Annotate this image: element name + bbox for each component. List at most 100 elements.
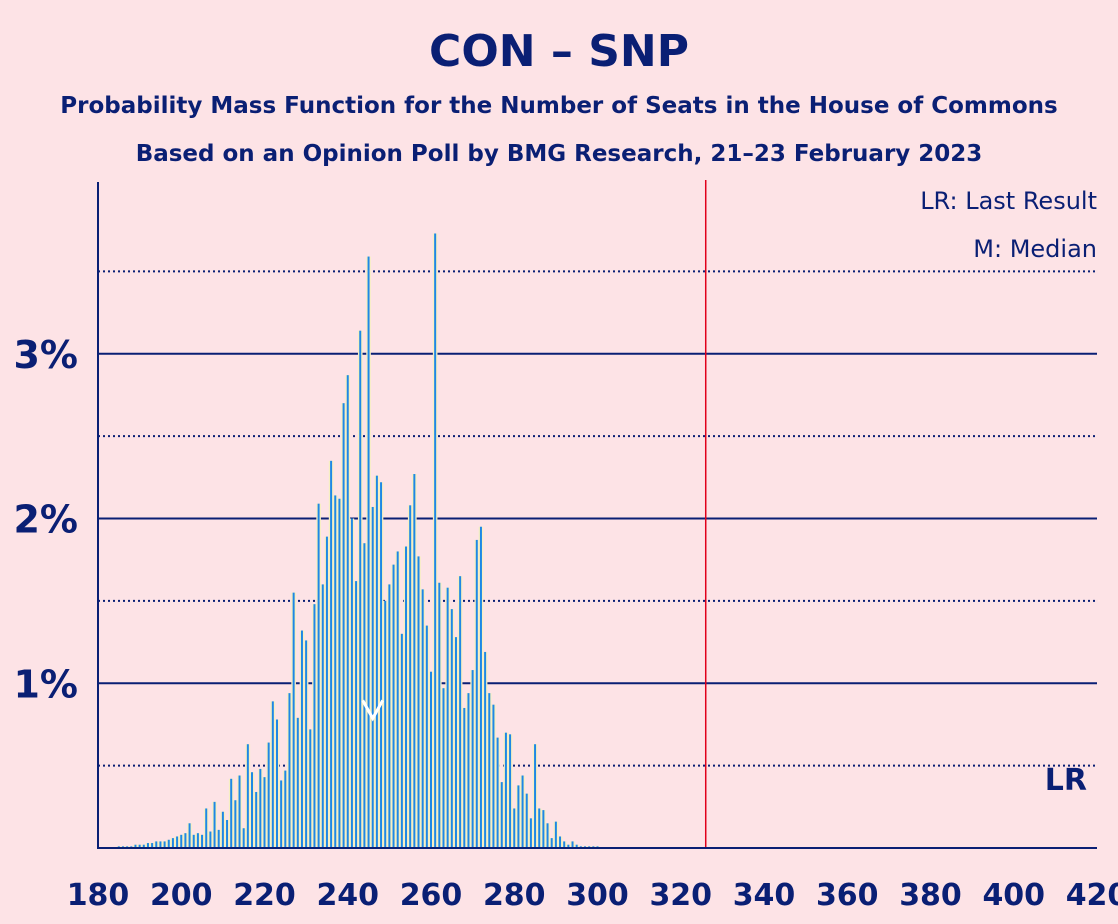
bar-264 — [446, 587, 449, 848]
bar-222 — [271, 701, 274, 848]
bar-245 — [367, 256, 370, 848]
bar-204 — [196, 833, 199, 848]
bar-213 — [234, 800, 237, 848]
bar-260 — [430, 671, 432, 848]
bar-266 — [454, 637, 457, 848]
bar-289 — [550, 838, 553, 848]
bar-232 — [313, 604, 316, 848]
bar-261 — [434, 233, 437, 849]
bars-group — [116, 233, 600, 849]
bar-208 — [213, 801, 216, 848]
bar-244 — [363, 543, 366, 848]
bar-274 — [488, 693, 491, 848]
gridlines — [98, 270, 1097, 767]
axes: 1% 2% 3% 180 200 220 240 260 280 300 320 340 360 380 4… — [13, 180, 1118, 913]
bar-258 — [421, 589, 424, 848]
x-tick-label-280: 280 — [483, 878, 546, 913]
x-tick-label-420: 420 — [1066, 878, 1118, 913]
bar-243 — [359, 330, 362, 848]
bar-228 — [296, 717, 299, 848]
bar-265 — [450, 609, 453, 848]
bar-197 — [167, 839, 170, 848]
bar-275 — [492, 704, 495, 848]
bar-199 — [176, 836, 179, 848]
chart-title: CON – SNP — [429, 26, 689, 77]
bar-202 — [188, 823, 191, 848]
bar-277 — [500, 782, 503, 848]
bar-270 — [471, 670, 474, 848]
bar-221 — [267, 742, 270, 848]
x-tick-label-380: 380 — [899, 878, 962, 913]
bar-283 — [525, 793, 528, 848]
bar-292 — [563, 841, 566, 848]
bar-206 — [205, 808, 208, 848]
bar-209 — [217, 829, 220, 848]
bar-235 — [325, 536, 328, 848]
bar-215 — [242, 828, 245, 848]
legend-last-result: LR: Last Result — [920, 187, 1097, 215]
bar-269 — [467, 693, 470, 848]
bar-226 — [288, 693, 291, 848]
bar-227 — [292, 592, 295, 848]
bar-247 — [375, 475, 378, 848]
bar-231 — [309, 729, 312, 848]
bar-233 — [317, 503, 320, 848]
bar-220 — [263, 777, 266, 848]
bar-279 — [509, 734, 512, 848]
bar-237 — [334, 495, 337, 848]
bar-272 — [479, 526, 482, 848]
bar-190 — [138, 844, 141, 848]
bar-225 — [284, 770, 287, 848]
x-tick-label-220: 220 — [233, 878, 296, 913]
x-tick-label-180: 180 — [67, 878, 130, 913]
bar-280 — [513, 808, 516, 848]
bar-256 — [413, 474, 416, 848]
bar-293 — [567, 844, 570, 848]
bar-230 — [305, 640, 308, 848]
x-tick-label-300: 300 — [566, 878, 629, 913]
bar-259 — [425, 625, 428, 848]
bar-249 — [384, 600, 387, 848]
bar-295 — [575, 844, 578, 848]
median-marker — [361, 699, 385, 722]
bar-262 — [438, 582, 441, 848]
x-tick-label-340: 340 — [733, 878, 796, 913]
bar-212 — [230, 778, 233, 848]
bar-276 — [496, 737, 499, 848]
bar-203 — [192, 834, 195, 848]
bar-288 — [546, 823, 549, 848]
bar-246 — [371, 506, 374, 848]
bar-196 — [163, 841, 166, 848]
bar-239 — [342, 403, 345, 848]
bar-285 — [534, 744, 537, 848]
bar-273 — [484, 651, 487, 848]
bar-224 — [280, 780, 283, 848]
bar-268 — [463, 707, 466, 848]
bar-192 — [146, 843, 149, 848]
x-tick-label-240: 240 — [316, 878, 379, 913]
bar-200 — [180, 834, 183, 848]
bar-194 — [155, 841, 158, 848]
bar-210 — [221, 811, 224, 848]
bar-218 — [255, 791, 258, 848]
bar-193 — [151, 843, 154, 848]
bar-257 — [417, 556, 420, 848]
bar-201 — [184, 833, 187, 848]
bar-229 — [300, 630, 303, 848]
bar-214 — [238, 775, 241, 848]
y-tick-label-1: 1% — [13, 662, 78, 706]
bar-223 — [275, 719, 278, 848]
bar-241 — [350, 518, 353, 848]
bar-255 — [409, 505, 412, 848]
bar-240 — [346, 375, 349, 848]
bar-217 — [251, 772, 254, 848]
bar-211 — [226, 819, 229, 848]
chart-subtitle: Probability Mass Function for the Number… — [60, 93, 1057, 119]
bar-216 — [246, 744, 249, 848]
bar-219 — [259, 768, 262, 848]
bar-291 — [559, 836, 562, 848]
bar-294 — [571, 841, 574, 848]
bar-251 — [392, 564, 395, 848]
bar-282 — [521, 775, 524, 848]
bar-263 — [442, 688, 445, 848]
